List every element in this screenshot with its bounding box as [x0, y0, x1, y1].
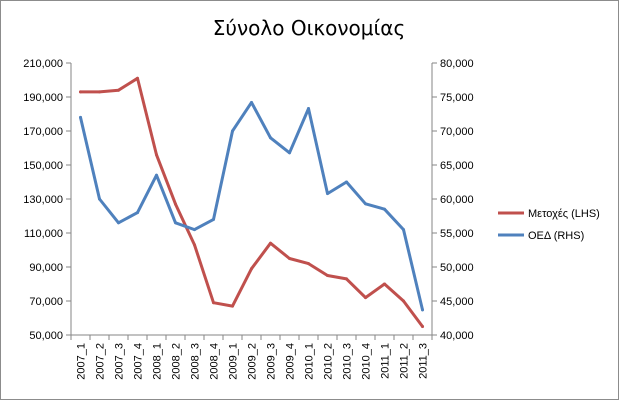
left-axis-ticks: 50,000 70,000 90,000 110,000 130,000 150,000 1… [23, 58, 71, 342]
series-2-point [174, 221, 177, 225]
x-tick-label: 2007_1 [76, 343, 88, 380]
series-1-point [364, 296, 367, 300]
series-2-point [212, 217, 215, 221]
series-2-point [402, 228, 405, 232]
series-1-point [117, 88, 120, 92]
left-tick-label: 70,000 [29, 296, 63, 308]
series-2-point [307, 107, 310, 111]
right-tick-label: 65,000 [440, 160, 474, 172]
legend-label-2: ΟΕΔ (RHS) [528, 230, 584, 242]
series-2-point [345, 180, 348, 184]
series-1-point [212, 301, 215, 305]
x-tick-label: 2009_4 [285, 343, 297, 380]
series-1-point [269, 241, 272, 245]
series-1-point [231, 304, 234, 308]
series-1-point [288, 257, 291, 260]
right-tick-label: 45,000 [440, 296, 474, 308]
series-1-point [345, 277, 348, 281]
series-1-point [79, 90, 82, 94]
series-2-point [136, 211, 139, 215]
series-1-point [383, 282, 386, 286]
x-tick-label: 2011_2 [399, 343, 411, 379]
left-tick-label: 50,000 [29, 330, 63, 342]
left-tick-label: 90,000 [29, 262, 63, 274]
right-tick-label: 70,000 [440, 126, 474, 138]
left-tick-label: 190,000 [23, 92, 63, 104]
series-line-2 [79, 100, 424, 312]
x-tick-label: 2007_3 [114, 343, 126, 380]
x-tick-label: 2009_2 [247, 343, 259, 380]
series-2-point [155, 173, 158, 177]
x-tick-label: 2008_2 [171, 343, 183, 380]
right-tick-label: 50,000 [440, 262, 474, 274]
series-1-point [421, 325, 424, 328]
x-tick-label: 2008_1 [152, 343, 164, 380]
series-1-point [326, 274, 329, 277]
legend: Μετοχές (LHS) ΟΕΔ (RHS) [498, 208, 600, 242]
right-tick-label: 60,000 [440, 194, 474, 206]
x-tick-label: 2011_1 [380, 343, 392, 379]
legend-label-1: Μετοχές (LHS) [528, 208, 600, 220]
x-tick-label: 2009_1 [228, 343, 240, 380]
x-tick-label: 2008_4 [209, 343, 221, 380]
series-2-point [421, 308, 424, 312]
left-tick-label: 110,000 [24, 228, 63, 240]
chart-title: Σύνολο Οικονομίας [213, 16, 405, 40]
right-tick-label: 55,000 [440, 228, 474, 240]
series-2-point [79, 115, 82, 119]
x-tick-label: 2008_3 [190, 343, 202, 380]
x-tick-label: 2010_4 [361, 343, 373, 380]
series-2-point [250, 100, 253, 104]
right-tick-label: 80,000 [440, 58, 474, 70]
right-tick-label: 75,000 [440, 92, 474, 104]
series-2-point [326, 192, 329, 196]
series-1-point [193, 243, 196, 247]
left-tick-label: 210,000 [23, 58, 63, 70]
series-1-point [136, 76, 139, 80]
series-2-point [288, 151, 291, 155]
right-tick-label: 40,000 [440, 330, 474, 342]
x-tick-label: 2010_2 [323, 343, 335, 380]
series-2-point [117, 221, 120, 225]
series-2-point [383, 207, 386, 211]
left-tick-label: 150,000 [23, 160, 63, 172]
series-1-point [174, 202, 177, 206]
x-tick-label: 2010_3 [342, 343, 354, 380]
series-1-point [307, 262, 310, 266]
series-lines [79, 76, 424, 328]
x-tick-label: 2007_4 [133, 343, 145, 380]
series-2-point [269, 136, 272, 140]
left-tick-label: 130,000 [23, 194, 63, 206]
series-2-point [364, 202, 367, 206]
series-2-point [98, 197, 101, 201]
x-axis-ticks: 2007_1 2007_2 2007_3 2007_4 2008_1 2008_2 2008… [70, 335, 433, 380]
series-2-point [193, 228, 196, 232]
series-2-point [231, 129, 234, 133]
x-tick-label: 2009_3 [266, 343, 278, 380]
x-tick-label: 2007_2 [95, 343, 107, 380]
right-axis-ticks: 40,000 45,000 50,000 55,000 60,000 65,000 70,0… [432, 58, 474, 342]
series-1-point [98, 90, 101, 94]
left-tick-label: 170,000 [23, 126, 63, 138]
series-line-1 [79, 76, 424, 328]
series-1-point [155, 153, 158, 157]
x-tick-label: 2011_3 [418, 343, 430, 379]
series-1-point [402, 299, 405, 303]
series-1-point [250, 267, 253, 271]
x-tick-label: 2010_1 [304, 343, 316, 380]
